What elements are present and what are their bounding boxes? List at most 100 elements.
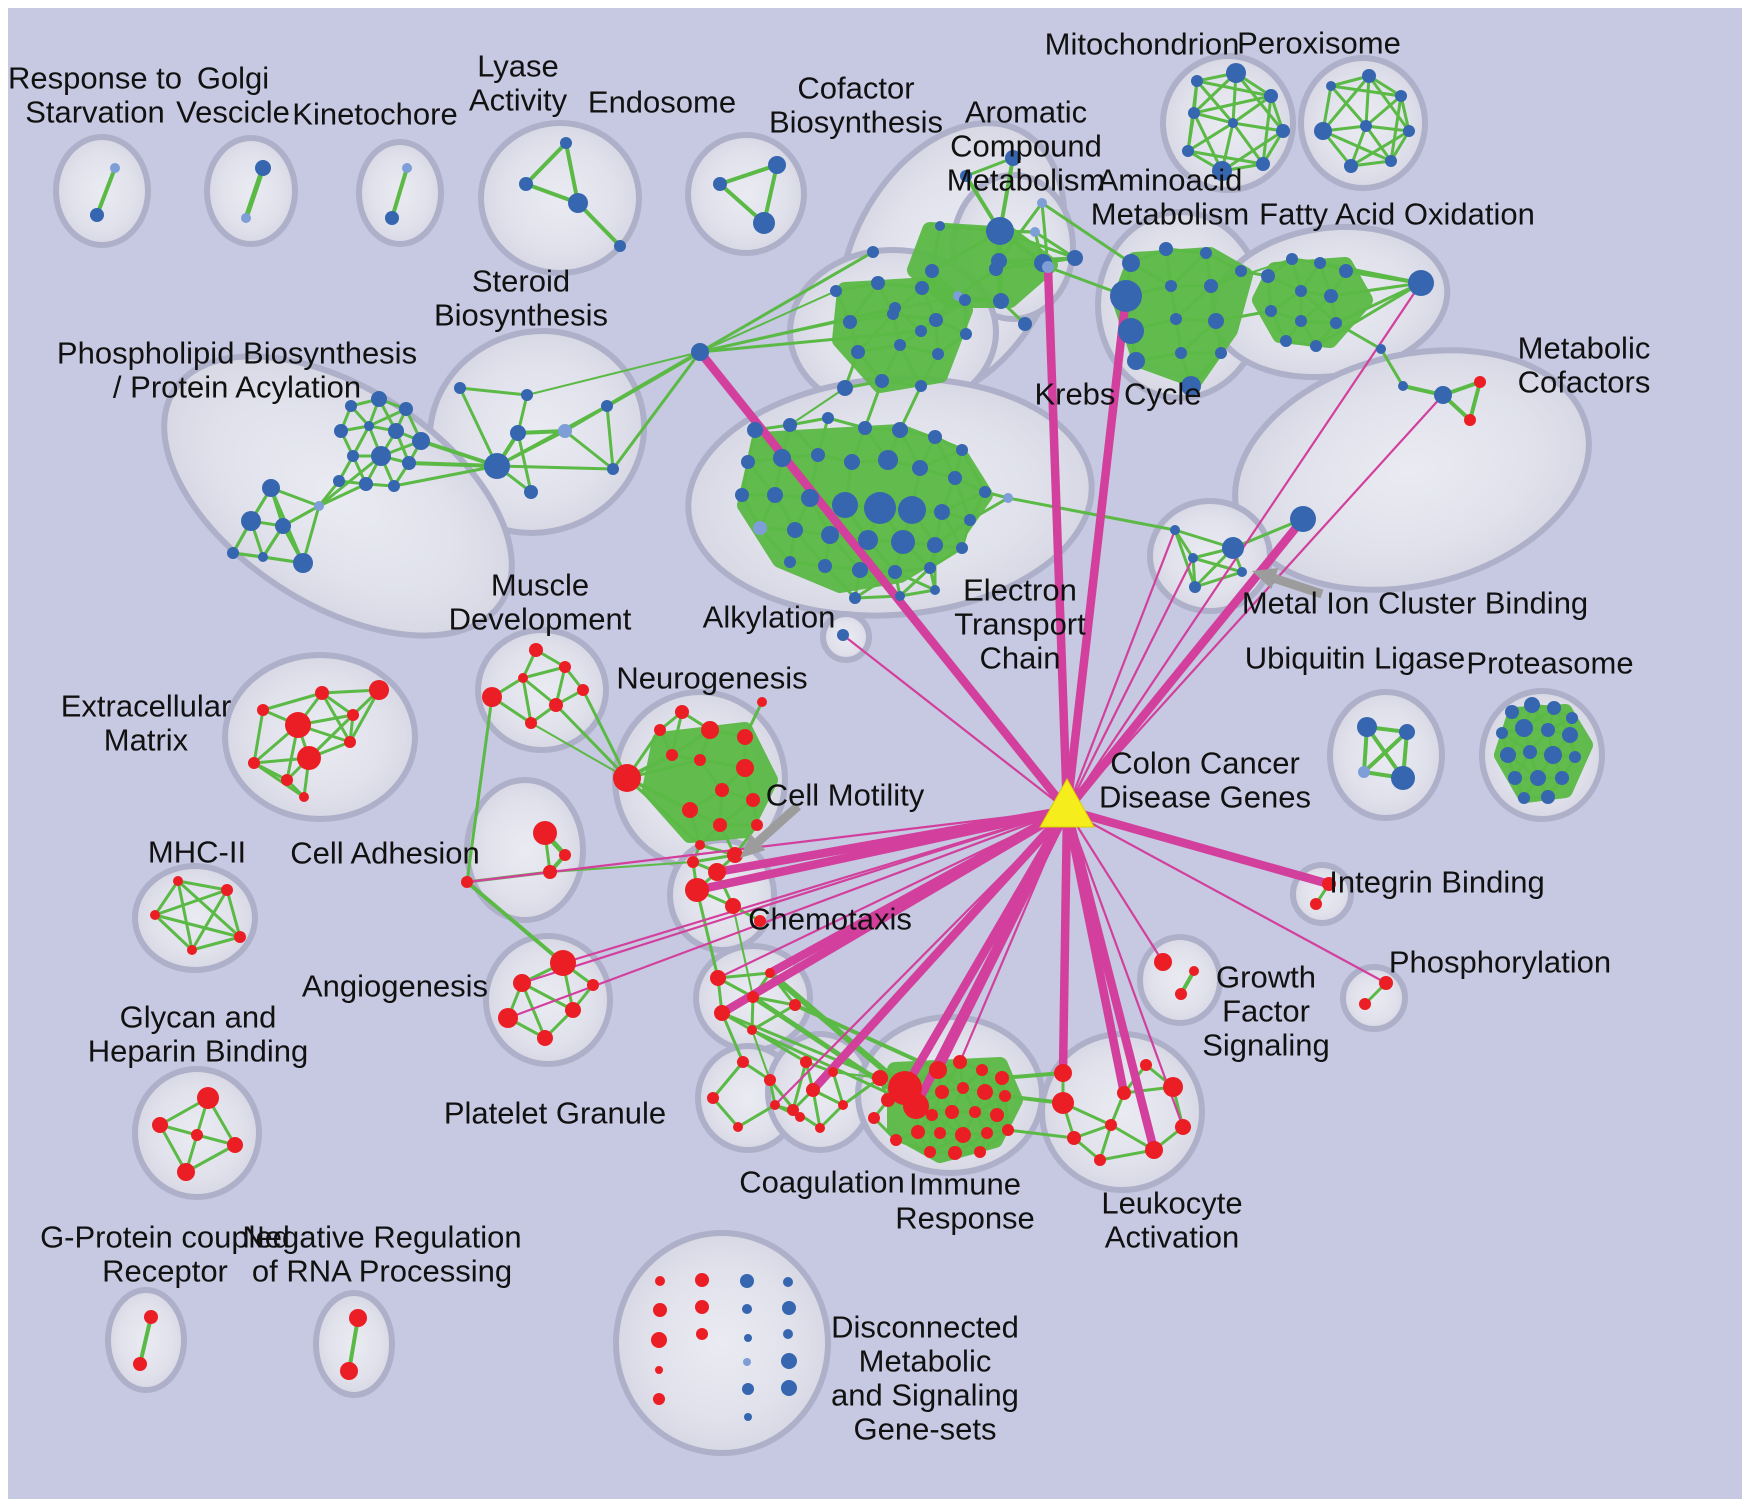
gene-set-node (1362, 69, 1376, 83)
edge-peroxisome (1365, 94, 1402, 128)
edge-fatty-acid-oxidation (1319, 261, 1422, 285)
edge-mhc-ii (153, 913, 194, 952)
edge-extracellular-matrix (252, 709, 265, 764)
cluster-ellipse-growth-factor-signaling (1137, 934, 1223, 1026)
gene-set-node (1276, 124, 1290, 138)
gene-set-node (924, 562, 936, 574)
edge-krebs-cycle (892, 312, 937, 322)
gene-set-node (1005, 150, 1021, 166)
hub-label: Disease Genes (1099, 780, 1311, 815)
edge-muscle-development (522, 676, 557, 707)
cluster-label-growth-factor-signaling: Factor (1222, 994, 1310, 1029)
gene-set-node (1189, 966, 1199, 976)
cluster-label-aromatic-compound-metabolism: Aromatic (965, 95, 1087, 130)
gene-set-node (957, 1082, 969, 1094)
green-link (611, 351, 702, 470)
gene-set-node (1145, 1141, 1163, 1159)
gene-set-node (695, 1300, 709, 1314)
gene-set-node (1261, 269, 1275, 283)
gene-set-node (1228, 118, 1238, 128)
gene-set-node (1515, 719, 1533, 737)
gene-set-node (768, 156, 786, 174)
gene-set-node (1175, 347, 1187, 359)
edge-metal-ion-cluster-binding (1173, 529, 1197, 588)
green-link (898, 385, 923, 431)
gene-set-node (837, 629, 849, 641)
cluster-ellipse-cell-adhesion (464, 777, 586, 923)
gene-set-node (550, 950, 576, 976)
gene-set-node (811, 448, 825, 462)
gene-set-node (696, 1328, 708, 1340)
gene-set-node (1562, 727, 1578, 743)
edge-peroxisome (1329, 85, 1368, 127)
gene-set-node (818, 559, 832, 573)
gene-set-node (655, 1366, 663, 1374)
cluster-label-angiogenesis: Angiogenesis (302, 969, 488, 1004)
gene-set-node (787, 522, 803, 538)
edge-mhc-ii (191, 935, 241, 952)
edge-angiogenesis (521, 981, 574, 1012)
gene-set-node (725, 898, 741, 914)
gene-set-node (746, 793, 760, 807)
cluster-ellipse-endosome (685, 132, 807, 256)
gene-set-node (559, 661, 571, 673)
edge-electron-transport-chain (854, 570, 896, 600)
gene-set-node (607, 463, 619, 475)
edge-mitochondrion (1234, 72, 1285, 132)
cluster-label-aminoacid-metabolism: Aminoacid (1098, 163, 1243, 198)
gene-set-node (964, 514, 976, 526)
gene-set-node (364, 421, 374, 431)
edge-platelet-granule (737, 1103, 776, 1129)
gene-set-node (518, 673, 528, 683)
gene-set-node (1314, 122, 1332, 140)
edge-ubiquitin-ligase (1362, 730, 1409, 774)
gene-set-node (258, 552, 268, 562)
gene-set-node (498, 1008, 518, 1028)
gene-set-node (929, 313, 943, 327)
gene-set-node (1117, 1086, 1131, 1100)
gene-set-node (1505, 705, 1519, 719)
gene-set-node (707, 1092, 719, 1104)
gene-set-node (484, 453, 510, 479)
gene-set-node (743, 1358, 751, 1366)
gene-set-node (714, 1005, 730, 1021)
gene-set-node (929, 1061, 947, 1079)
gene-set-node (754, 915, 766, 927)
gene-set-node (895, 591, 905, 601)
gene-set-node (894, 339, 906, 351)
gene-set-node (888, 565, 902, 579)
gene-set-node (510, 425, 526, 441)
gene-set-node (349, 1309, 367, 1327)
cluster-label-phosphorylation: Phosphorylation (1389, 945, 1611, 980)
gene-set-node (399, 402, 413, 416)
gene-set-node (830, 285, 842, 297)
cluster-label-g-protein-coupled-receptor: Receptor (102, 1254, 228, 1289)
green-link (526, 351, 701, 396)
gene-set-node (747, 422, 763, 438)
layer-magenta-edges (466, 266, 1444, 1152)
gene-set-node (152, 1117, 168, 1133)
gene-set-node (744, 1334, 752, 1342)
gene-set-node (1474, 376, 1486, 388)
density-blob-krebs-cycle (832, 277, 973, 393)
cluster-label-disconnected-gene-sets: Gene-sets (853, 1412, 996, 1447)
gene-set-node (1003, 493, 1013, 503)
gene-set-node (549, 698, 563, 712)
magenta-link-moderate (1066, 809, 1387, 984)
gene-set-node (187, 945, 197, 955)
gene-set-node (1566, 712, 1578, 724)
magenta-link-high (696, 805, 1068, 895)
edge-platelet-granule (711, 1061, 745, 1099)
edge-mhc-ii (154, 913, 241, 939)
gene-set-node (1122, 254, 1140, 272)
magenta-link-moderate (521, 808, 1068, 985)
cluster-label-disconnected-gene-sets: and Signaling (831, 1378, 1019, 1413)
gene-set-node (887, 308, 899, 320)
edge-mhc-ii (177, 879, 228, 892)
gene-set-node (577, 684, 589, 696)
cluster-label-aminoacid-metabolism: Metabolism (1091, 197, 1250, 232)
green-link (1007, 1128, 1075, 1140)
gene-set-node (875, 374, 889, 388)
gene-set-node (806, 1083, 820, 1097)
gene-set-node (708, 863, 726, 881)
